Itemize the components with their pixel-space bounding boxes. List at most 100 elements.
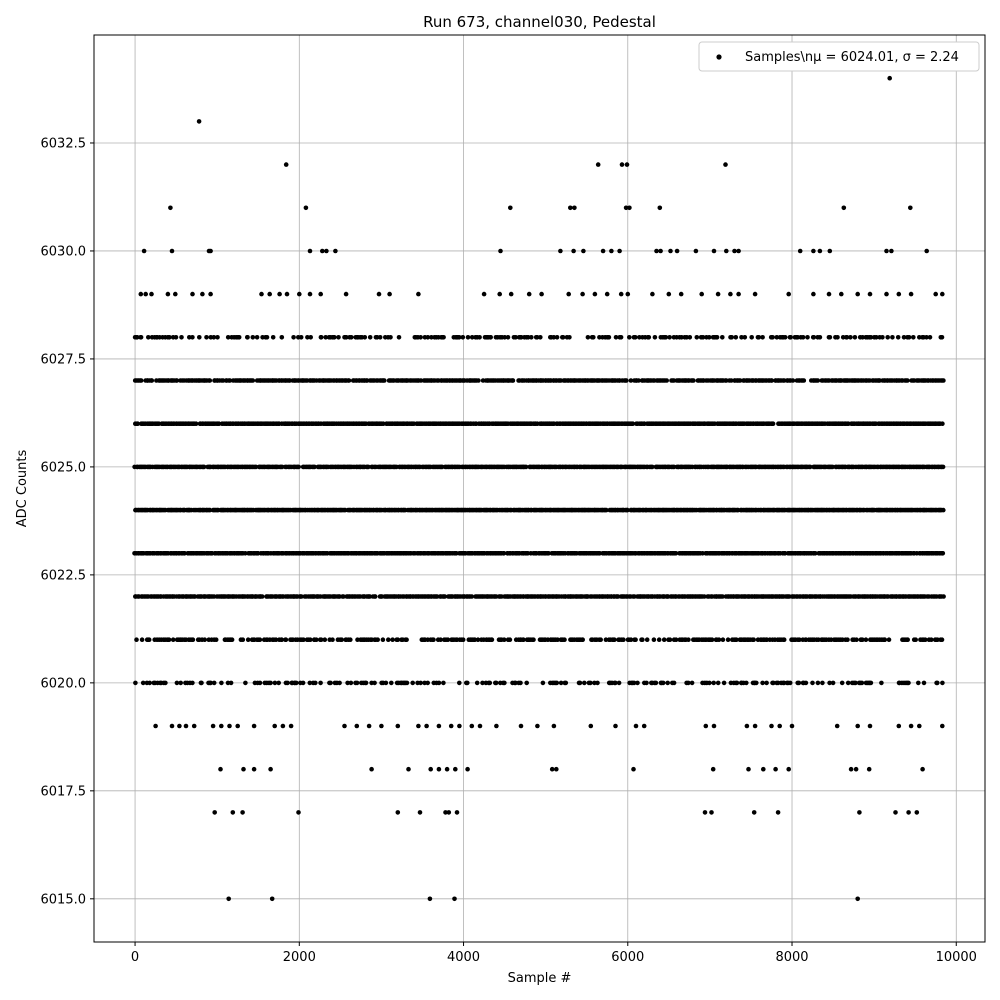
data-point [531,637,536,642]
data-point [640,637,645,642]
data-point [457,680,462,686]
data-point [389,680,394,686]
y-tick-label: 6020.0 [41,676,87,691]
data-point [807,464,813,470]
data-point [480,680,485,686]
data-point [644,680,649,686]
data-point [619,162,625,167]
data-point [896,723,902,729]
data-point [141,248,147,254]
data-point [314,637,319,642]
data-point [940,291,945,297]
data-point [379,723,384,729]
data-point [866,766,872,772]
data-point [167,335,172,340]
data-point [618,291,624,297]
data-point [581,248,586,254]
data-point [546,551,551,556]
data-point [664,378,669,383]
data-point [868,335,874,340]
data-point [908,723,914,729]
data-point [835,335,840,340]
data-point [388,335,393,340]
data-point [630,421,636,427]
data-point [457,723,462,729]
data-point [929,637,934,642]
data-point [518,723,524,729]
data-point [497,291,503,297]
data-point [702,594,707,599]
data-point [627,335,632,340]
data-point [939,637,945,642]
data-point [941,507,946,513]
y-axis-ticks: 6015.0 6017.5 6020.0 6022.5 6025.0 6027.5 6030… [41,136,94,907]
data-point [577,680,583,686]
data-point [465,766,470,772]
data-point [284,291,290,297]
data-point [600,248,606,254]
data-point [624,162,630,167]
data-point [404,680,410,686]
data-point [324,248,329,254]
data-point [474,680,480,686]
data-point [372,594,378,599]
data-point [505,335,511,340]
data-point [529,335,534,340]
data-point [169,723,175,729]
data-point [789,723,795,729]
y-tick-label: 6022.5 [41,568,87,583]
data-point [336,335,341,340]
data-point [739,335,744,340]
data-point [390,637,395,642]
data-point [465,335,471,340]
data-point [845,637,850,642]
data-point [193,421,199,427]
data-point [173,291,178,297]
data-point [621,637,626,642]
data-point [661,637,667,642]
data-point [699,291,704,297]
data-point [633,335,638,340]
data-point [213,637,219,642]
data-point [456,335,462,340]
data-point [291,335,296,340]
data-point [346,378,352,383]
data-point [493,680,499,686]
data-point [720,335,725,340]
data-point [653,680,659,686]
data-point [138,291,144,297]
data-point [554,766,559,772]
data-point [761,766,766,772]
data-point [218,766,223,772]
data-point [631,766,636,772]
data-point [481,291,487,297]
data-point [523,464,529,470]
data-point [933,291,938,297]
plot-area-frame [93,34,986,943]
data-point [771,680,776,686]
data-point [631,680,637,686]
data-point [179,335,184,340]
data-point [644,637,650,642]
data-point [855,896,860,902]
data-point [921,680,927,686]
data-point [146,637,152,642]
data-point [689,680,695,686]
data-point [555,637,560,642]
data-point [328,680,333,686]
data-point [245,637,251,642]
data-point [460,335,466,340]
data-point [395,637,401,642]
x-tick-label: 10000 [936,950,977,965]
data-point [318,335,324,340]
data-point [760,680,765,686]
data-point [939,335,945,340]
data-point [418,378,424,383]
data-point [827,248,833,254]
data-point [896,291,902,297]
data-point [585,335,591,340]
data-point [940,464,946,470]
data-point [650,464,655,470]
data-point [240,637,246,642]
data-point [508,291,514,297]
